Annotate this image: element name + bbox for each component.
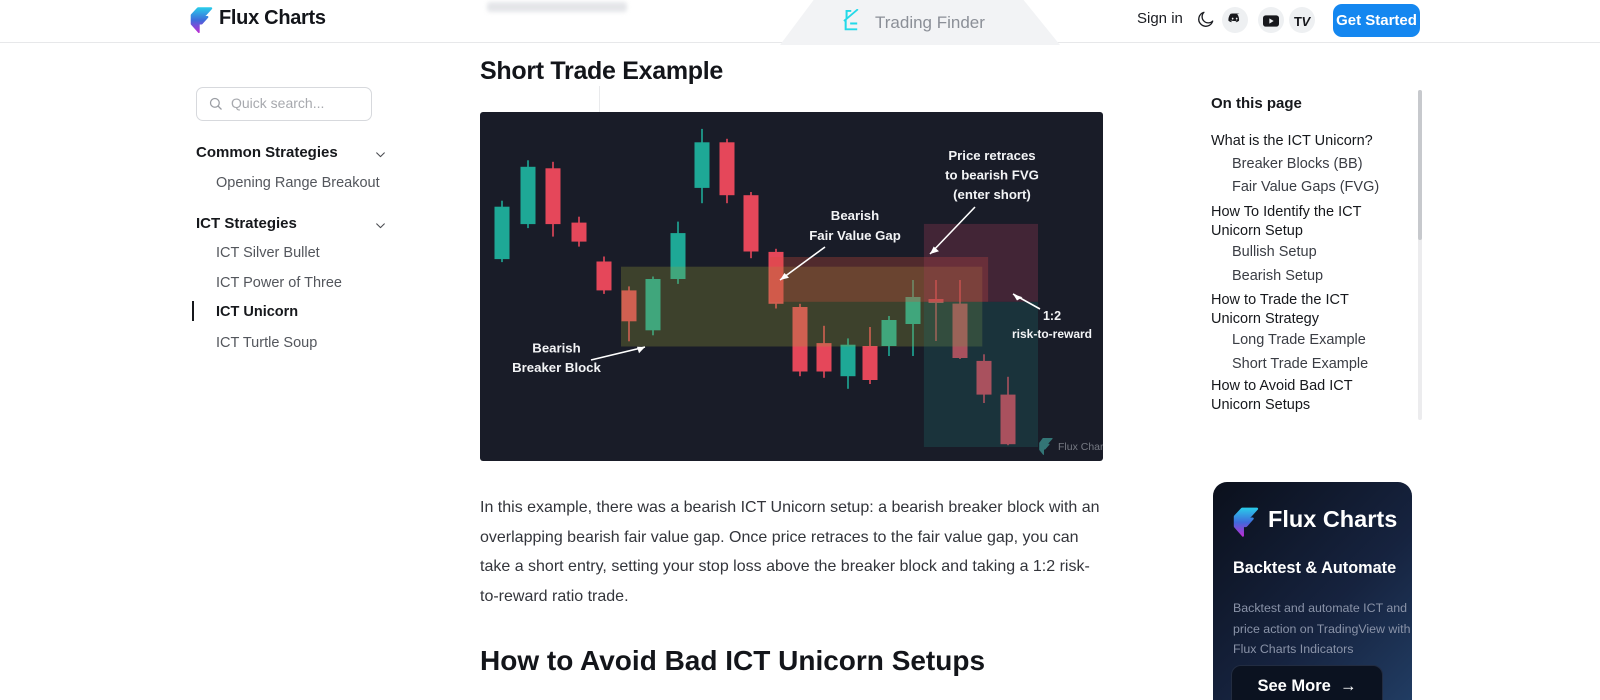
- svg-text:Fair Value Gap: Fair Value Gap: [809, 228, 901, 243]
- svg-text:risk-to-reward: risk-to-reward: [1012, 327, 1092, 341]
- svg-text:Bearish: Bearish: [532, 341, 580, 356]
- svg-text:Bearish: Bearish: [831, 208, 879, 223]
- svg-text:(enter short): (enter short): [953, 187, 1031, 202]
- svg-text:Flux Charts: Flux Charts: [1058, 441, 1103, 453]
- svg-text:Price retraces: Price retraces: [948, 148, 1035, 163]
- svg-text:to bearish FVG: to bearish FVG: [945, 168, 1039, 183]
- svg-text:Breaker Block: Breaker Block: [512, 360, 601, 375]
- svg-text:1:2: 1:2: [1043, 309, 1061, 323]
